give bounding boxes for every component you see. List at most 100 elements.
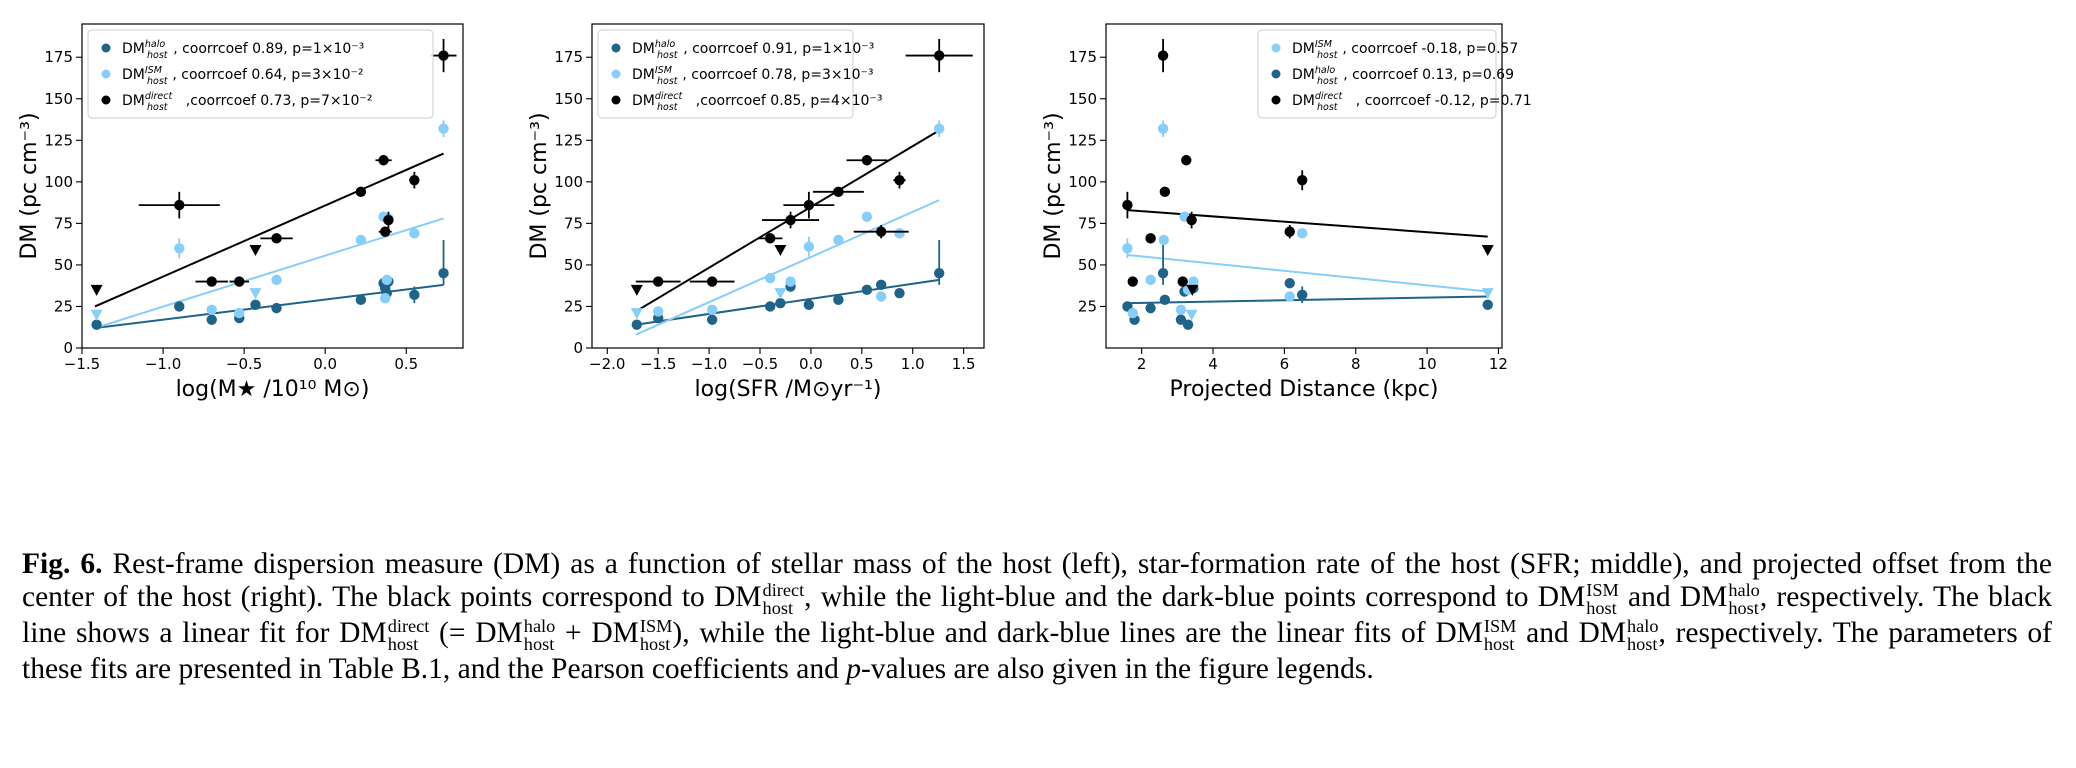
point-direct: [174, 199, 185, 211]
point-direct: [1284, 226, 1295, 237]
point-halo: [206, 314, 217, 325]
legend-sup: halo: [655, 39, 675, 50]
point-halo: [875, 279, 887, 291]
figure: −1.5 −1.0 −0.5 0.0 0.50255075100125150175log…: [17, 23, 1532, 402]
x-tick-label: 0.0: [799, 355, 823, 373]
point-direct: [409, 174, 420, 186]
fit-line-ism: [635, 199, 940, 336]
upper-limit-direct: [1481, 244, 1494, 256]
axes-frame: [81, 23, 464, 349]
y-tick-label: 0: [63, 339, 73, 357]
point-ism: [1297, 228, 1308, 239]
x-tick-label: −1.5: [64, 355, 100, 373]
panel-dist: 2 4 6 8 10 12 25 50 75 100 125 150 175 Projected Dist…: [1041, 23, 1532, 402]
point-ism: [861, 211, 873, 222]
legend-marker-direct: [1271, 95, 1281, 105]
upper-limit-direct: [249, 244, 262, 256]
point-direct: [378, 155, 389, 166]
legend-text: , coorrcoef 0.78, p=3×10⁻³: [682, 67, 873, 83]
legend-entry-ism: DMISM host, coorrcoef 0.64, p=3×10⁻²: [101, 65, 363, 87]
point-direct: [706, 276, 718, 287]
upper-limit-ism: [774, 288, 787, 300]
legend-label: DMhalo host, coorrcoef 0.89, p=1×10⁻³: [122, 39, 364, 61]
legend-marker-direct: [101, 95, 111, 105]
point-direct: [764, 233, 776, 244]
point-direct: [875, 226, 887, 237]
y-tick-label: 125: [44, 131, 73, 149]
y-tick-label: 25: [564, 297, 583, 315]
y-tick-label: 125: [1068, 131, 1097, 149]
legend-text: ,coorrcoef 0.85, p=4×10⁻³: [696, 93, 883, 109]
legend-label: DMdirect host, coorrcoef -0.12, p=0.71: [1292, 91, 1532, 113]
fit-line-halo: [1127, 295, 1488, 305]
y-tick-label: 75: [54, 214, 73, 232]
point-direct: [652, 276, 664, 287]
point-halo: [934, 268, 945, 279]
legend: DMhalo host, coorrcoef 0.91, p=1×10⁻³ DMIS…: [597, 29, 882, 119]
x-tick-label: 4: [1208, 355, 1218, 373]
point-direct: [206, 276, 217, 287]
caption-dm-direct: DM direct host: [714, 580, 805, 618]
point-ism: [1175, 304, 1187, 315]
point-direct: [934, 50, 945, 61]
point-direct: [894, 174, 905, 186]
point-ism: [875, 291, 887, 302]
legend-label: DMISM host, coorrcoef 0.64, p=3×10⁻²: [122, 65, 363, 87]
upper-limit-ism: [1185, 309, 1198, 321]
caption-dm-ism: DM ISM host: [1435, 616, 1517, 654]
point-direct: [1297, 174, 1308, 186]
legend-marker-ism: [611, 69, 621, 79]
panel-sfr: −2.0 −1.5 −1.0 −0.5 0.0 0.5 1.0 1.5 0 25 50 75 100 12…: [527, 23, 985, 402]
point-direct: [379, 226, 391, 237]
legend-text: , coorrcoef -0.18, p=0.57: [1342, 41, 1518, 57]
caption-dm-halo: DM halo host: [475, 616, 556, 654]
caption-dm-ism: DM ISM host: [1537, 580, 1619, 618]
point-ism: [894, 228, 905, 239]
point-ism: [174, 243, 185, 254]
point-halo: [409, 289, 420, 301]
point-halo: [1284, 278, 1295, 289]
legend-marker-ism: [101, 69, 111, 79]
fit-line-ism: [1127, 253, 1488, 293]
point-direct: [438, 50, 449, 61]
x-tick-label: 0.5: [850, 355, 874, 373]
y-tick-label: 50: [54, 256, 73, 274]
legend: DMhalo host, coorrcoef 0.89, p=1×10⁻³ DMIS…: [87, 29, 434, 119]
legend-label: DMdirect host ,coorrcoef 0.85, p=4×10⁻³: [632, 91, 882, 113]
panel-mass: −1.5 −1.0 −0.5 0.0 0.5 0 25 50 75 100 125 150 175 log…: [17, 23, 464, 402]
y-tick-label: 150: [554, 90, 583, 108]
x-tick-label: −1.5: [640, 355, 676, 373]
point-ism: [1284, 291, 1295, 302]
y-tick-label: 150: [44, 90, 73, 108]
legend-label: DMhalo host, coorrcoef 0.13, p=0.69: [1292, 65, 1514, 87]
legend-entry-direct: DMdirect host ,coorrcoef 0.85, p=4×10⁻³: [611, 91, 882, 113]
point-ism: [934, 123, 945, 134]
caption-dm-halo: DM halo host: [1679, 580, 1760, 618]
legend-box: [597, 29, 854, 119]
point-direct: [355, 186, 367, 198]
legend-entry-halo: DMhalo host, coorrcoef 0.91, p=1×10⁻³: [611, 39, 874, 61]
caption-dm-ism: DM ISM host: [591, 616, 673, 654]
point-ism: [409, 228, 420, 239]
x-axis-label: Projected Distance (kpc): [1170, 377, 1439, 402]
legend-label: DMdirect host ,coorrcoef 0.73, p=7×10⁻²: [122, 91, 372, 113]
legend-sup: halo: [145, 39, 165, 50]
point-ism: [764, 273, 776, 284]
x-tick-label: 0.5: [394, 355, 418, 373]
point-halo: [1159, 294, 1171, 306]
legend-entry-ism: DMISM host, coorrcoef 0.78, p=3×10⁻³: [611, 65, 873, 87]
point-direct: [383, 214, 394, 226]
legend-box: [1257, 29, 1497, 119]
x-axis-label: log(M★ /10¹⁰ M⊙): [176, 377, 370, 402]
upper-limit-ism: [1481, 288, 1494, 300]
x-axis-label: log(SFR /M⊙yr⁻¹): [695, 377, 882, 402]
fit-line-halo: [635, 278, 940, 326]
point-ism: [803, 241, 815, 252]
y-tick-label: 175: [1068, 48, 1097, 66]
point-ism: [271, 274, 282, 286]
point-direct: [1181, 155, 1192, 166]
legend-marker-ism: [1271, 43, 1281, 53]
point-ism: [785, 276, 796, 287]
figure-caption: Fig. 6. Rest-frame dispersion measure (D…: [22, 548, 2052, 686]
fit-line-direct: [94, 152, 444, 308]
